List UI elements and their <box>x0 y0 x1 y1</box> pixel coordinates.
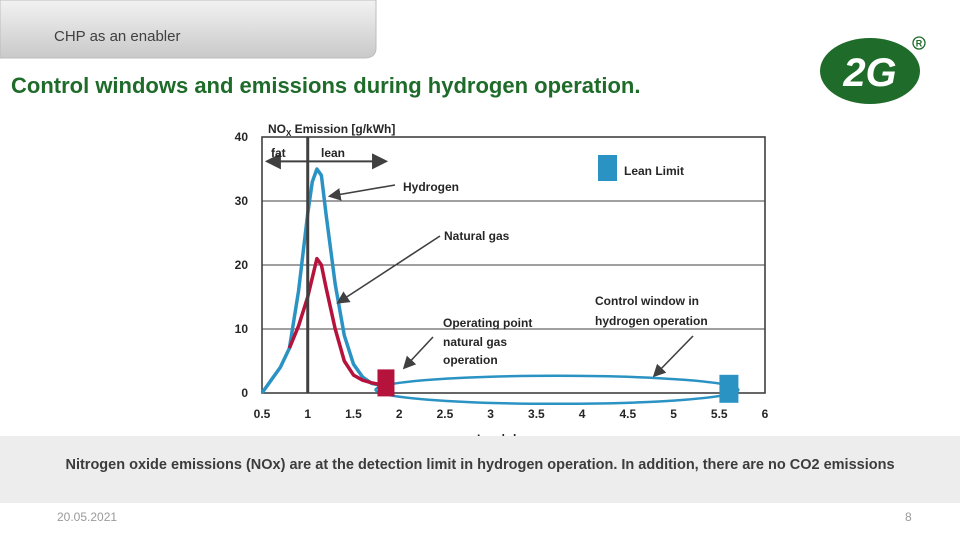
annotation-operating-point-2: natural gas <box>443 335 507 349</box>
hydrogen-arrow <box>327 184 396 201</box>
y-tick-label-0: 0 <box>241 386 248 400</box>
lean-limit-marker <box>719 374 739 403</box>
annotation-lean: lean <box>321 146 345 160</box>
page-title: Control windows and emissions during hyd… <box>11 73 641 98</box>
x-tick-label-4.5: 4.5 <box>619 407 636 421</box>
footer-date: 20.05.2021 <box>57 510 118 524</box>
y-tick-label-20: 20 <box>235 258 249 272</box>
x-tick-label-3.5: 3.5 <box>528 407 545 421</box>
section-label: CHP as an enabler <box>54 28 181 45</box>
x-tick-label-1.5: 1.5 <box>345 407 362 421</box>
y-tick-label-10: 10 <box>235 322 249 336</box>
logo-text: 2G <box>842 51 896 95</box>
annotation-fat: fat <box>271 146 286 160</box>
annotation-hydrogen: Hydrogen <box>403 180 459 194</box>
header-tab <box>0 0 377 59</box>
annotation-operating-point-3: operation <box>443 353 498 367</box>
x-tick-label-4: 4 <box>579 407 586 421</box>
y-axis-label: NOX Emission [g/kWh] <box>268 122 395 138</box>
x-tick-label-2: 2 <box>396 407 403 421</box>
legend-swatch <box>598 155 617 181</box>
annotation-operating-point-1: Operating point <box>443 316 532 330</box>
caption-band <box>0 436 960 503</box>
annotation-natural-gas: Natural gas <box>444 229 510 243</box>
company-logo: 2G R <box>820 36 926 104</box>
logo-registered-mark: R <box>916 39 923 49</box>
x-tick-label-5.5: 5.5 <box>711 407 728 421</box>
annotation-control-window-1: Control window in <box>595 294 699 308</box>
y-tick-label-30: 30 <box>235 194 249 208</box>
x-tick-label-2.5: 2.5 <box>437 407 454 421</box>
y-tick-label-40: 40 <box>235 130 249 144</box>
operating-point-marker <box>377 369 395 397</box>
natural-gas-arrow <box>336 235 441 304</box>
control-window-ellipse <box>374 374 740 406</box>
operating-point-arrow <box>402 336 434 370</box>
x-tick-label-3: 3 <box>487 407 494 421</box>
slide-caption: Nitrogen oxide emissions (NOx) are at th… <box>65 457 895 473</box>
x-tick-label-6: 6 <box>762 407 769 421</box>
legend-label: Lean Limit <box>624 164 684 178</box>
x-tick-label-1: 1 <box>304 407 311 421</box>
control-window-arrow <box>652 335 694 378</box>
series-line-natural-gas <box>287 256 386 388</box>
annotation-control-window-2: hydrogen operation <box>595 314 708 328</box>
series-line-hydrogen <box>260 167 386 395</box>
footer-page-number: 8 <box>905 510 912 524</box>
x-tick-label-0.5: 0.5 <box>254 407 271 421</box>
plot-frame <box>261 136 766 394</box>
x-tick-label-5: 5 <box>670 407 677 421</box>
